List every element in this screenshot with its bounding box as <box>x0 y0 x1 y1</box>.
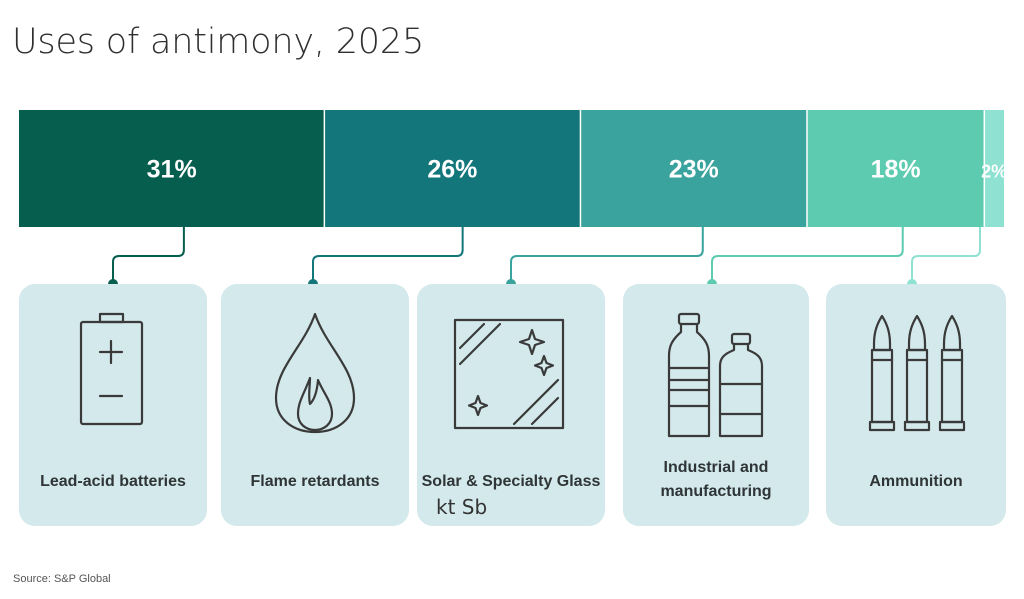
connector-line <box>510 227 704 284</box>
category-label: Solar & Specialty Glass <box>421 473 601 490</box>
connector-line <box>711 227 904 284</box>
bottles-icon <box>667 312 764 438</box>
bar-segment <box>19 110 325 227</box>
bullets-icon <box>868 314 966 432</box>
category-label: Lead-acid batteries <box>40 473 186 490</box>
bar-segment <box>807 110 985 227</box>
battery-icon <box>79 312 144 426</box>
bar-segment <box>324 110 581 227</box>
bar-segment <box>580 110 807 227</box>
category-card: Industrial and manufacturing <box>623 284 809 526</box>
value-label: 2% <box>981 162 1007 182</box>
value-label: 26% <box>427 156 477 184</box>
value-label: 18% <box>871 156 921 184</box>
stacked-bar-chart: 31% 26% 23% 18% 2% <box>19 110 1007 289</box>
category-card: Ammunition <box>826 284 1006 526</box>
chart-title: Uses of antimony, 2025 <box>12 22 425 62</box>
connector-line <box>112 227 185 284</box>
connector-line <box>911 227 981 284</box>
unit-note: kt Sb <box>436 495 488 519</box>
category-label: Flame retardants <box>250 473 380 490</box>
value-label: 31% <box>147 156 197 184</box>
category-card: Flame retardants <box>221 284 409 526</box>
source-note: Source: S&P Global <box>13 573 111 585</box>
flame-icon <box>274 312 356 434</box>
connector-line <box>312 227 464 284</box>
value-label: 23% <box>669 156 719 184</box>
category-label: Ammunition <box>869 473 963 490</box>
bar-segment <box>984 110 1004 227</box>
category-label: Industrial and manufacturing <box>660 459 772 500</box>
category-card: Solar & Specialty Glass <box>417 284 605 526</box>
category-card: Lead-acid batteries <box>19 284 207 526</box>
glass-pane-icon <box>453 318 565 430</box>
